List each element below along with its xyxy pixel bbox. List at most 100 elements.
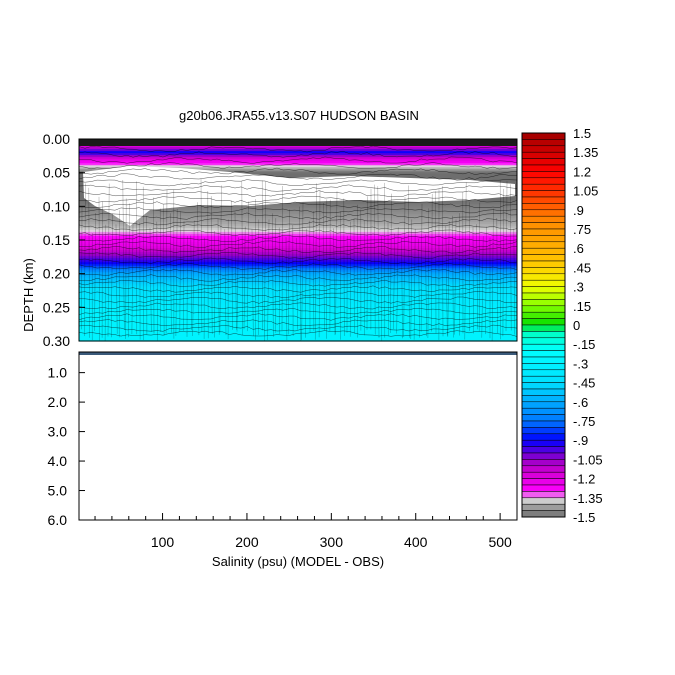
colorbar-swatch — [521, 369, 566, 377]
contour-line — [78, 179, 518, 187]
contour-streak — [431, 193, 433, 332]
contour-streak — [98, 196, 100, 341]
contour-line — [78, 150, 518, 158]
surface-band — [79, 139, 517, 146]
upper-panel-texture — [78, 139, 518, 341]
contour-streak — [211, 196, 213, 334]
depth-band — [79, 207, 517, 211]
contour-line — [78, 218, 518, 226]
depth-band — [79, 300, 517, 304]
colorbar-swatch — [521, 145, 566, 153]
contour-line — [78, 162, 518, 170]
depth-band — [79, 201, 517, 205]
colorbar-label: .15 — [573, 299, 591, 314]
colorbar-swatch — [521, 305, 566, 313]
contour-streak — [179, 211, 181, 332]
contour-streak — [315, 183, 317, 340]
contour-streak — [149, 227, 152, 332]
contour-streak — [219, 185, 222, 333]
colorbar-swatch — [521, 267, 566, 275]
contour-streak — [156, 221, 158, 341]
contour-line — [78, 190, 518, 198]
colorbar-swatch — [521, 183, 566, 191]
depth-band — [79, 330, 517, 334]
depth-band — [79, 159, 517, 162]
contour-line — [78, 184, 518, 192]
lower-panel: 1.0 2.0 3.0 4.0 5.0 6.0 100 200 300 400 500 — [48, 351, 518, 550]
contour-line — [78, 212, 518, 220]
contour-streak — [479, 202, 480, 332]
contour-streak — [390, 193, 392, 333]
colorbar-swatch — [521, 222, 566, 230]
y-tick-label: 0.15 — [43, 232, 70, 248]
depth-band — [79, 171, 517, 174]
depth-band — [79, 205, 517, 209]
depth-band — [79, 254, 517, 257]
contour-streak — [305, 228, 307, 338]
contour-streak — [160, 208, 161, 332]
contour-streak — [425, 234, 427, 337]
colorbar-swatch — [521, 439, 566, 447]
colorbar-swatch — [521, 292, 566, 300]
depth-band — [79, 217, 517, 221]
contour-streak — [485, 226, 487, 335]
contour-streak — [285, 236, 288, 341]
depth-band — [79, 240, 517, 243]
contour-streak — [236, 237, 239, 332]
colorbar-swatch — [521, 337, 566, 345]
contour-streak — [272, 213, 274, 337]
colorbar-swatch — [521, 446, 566, 454]
colorbar-swatch — [521, 324, 566, 332]
colorbar-label: .3 — [573, 280, 584, 295]
contour-streak — [403, 197, 406, 337]
depth-band — [79, 272, 517, 275]
colorbar-swatch — [521, 478, 566, 486]
contour-streak — [335, 191, 338, 335]
depth-band — [79, 250, 517, 253]
contour-streak — [275, 218, 276, 333]
contour-streak — [88, 187, 90, 338]
contour-streak — [476, 224, 478, 330]
colorbar-swatch — [521, 203, 566, 211]
contour-streak — [396, 227, 399, 334]
depth-band — [79, 284, 517, 288]
colorbar-label: -1.2 — [573, 472, 595, 487]
colorbar-swatch — [521, 388, 566, 396]
colorbar: 1.5 1.35 1.2 1.05 .9 .75 .6 .45 .3 .15 0 -.15 -.3 -.4… — [521, 126, 603, 525]
contour-streak — [343, 198, 345, 336]
contour-streak — [84, 183, 86, 337]
depth-band — [79, 248, 517, 251]
colorbar-swatch — [521, 356, 566, 364]
contour-streak — [281, 185, 283, 331]
contour-streak — [452, 215, 454, 338]
colorbar-swatch — [521, 395, 566, 403]
y-tick-label: 5.0 — [48, 483, 68, 499]
depth-band — [79, 153, 517, 156]
colorbar-swatch — [521, 503, 566, 511]
contour-streak — [318, 190, 321, 338]
depth-band — [79, 310, 517, 314]
colorbar-swatch — [521, 171, 566, 179]
contour-line — [78, 167, 518, 175]
depth-band — [79, 225, 517, 229]
contour-streak — [502, 188, 504, 337]
contour-streak — [413, 228, 416, 340]
contour-streak — [323, 202, 325, 331]
contour-line — [78, 279, 518, 287]
colorbar-labels: 1.5 1.35 1.2 1.05 .9 .75 .6 .45 .3 .15 0 -.15 -.3 -.4… — [573, 126, 603, 525]
depth-band — [79, 320, 517, 324]
depth-band — [79, 304, 517, 308]
depth-band — [79, 302, 517, 306]
depth-band — [79, 235, 517, 239]
x-axis-label: Salinity (psu) (MODEL - OBS) — [212, 554, 384, 569]
depth-band — [79, 157, 517, 160]
colorbar-swatch — [521, 350, 566, 358]
colorbar-swatch — [521, 420, 566, 428]
colorbar-swatch — [521, 318, 566, 326]
contour-streak — [104, 224, 106, 341]
colorbar-swatch — [521, 235, 566, 243]
contour-streak — [190, 235, 192, 331]
contour-streak — [197, 202, 200, 336]
contour-streak — [224, 229, 227, 336]
